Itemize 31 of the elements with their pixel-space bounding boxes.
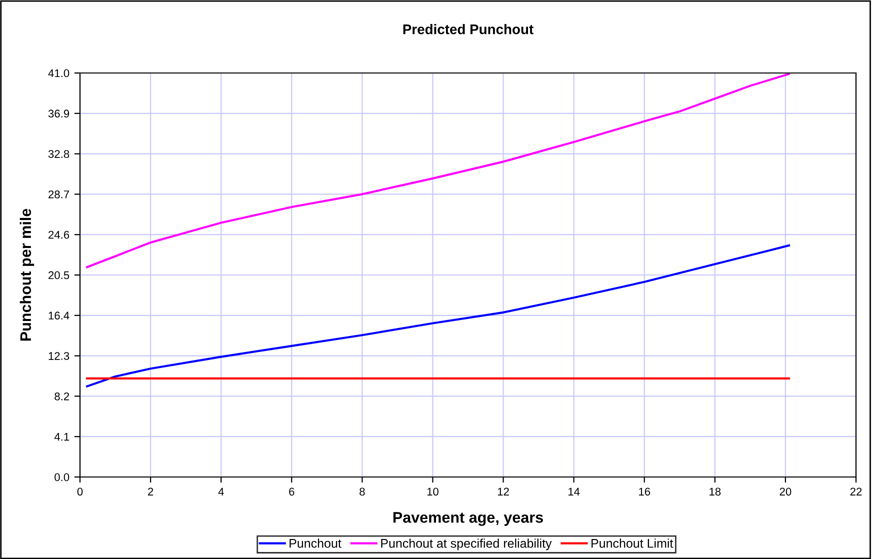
y-tick-label: 24.6 [48, 230, 70, 239]
legend-label: Punchout at specified reliability [381, 538, 552, 550]
x-tick-label: 10 [427, 488, 438, 496]
y-tick-label: 16.4 [48, 312, 70, 320]
x-tick-label: 12 [498, 488, 509, 496]
x-axis-title: Pavement age, years [393, 512, 543, 526]
line-series [86, 73, 790, 268]
x-tick-label: 14 [568, 488, 580, 496]
y-tick-label: 36.9 [48, 110, 70, 118]
x-tick-label: 0 [77, 488, 83, 496]
x-tick-label: 18 [710, 488, 721, 496]
x-tick-label: 2 [148, 488, 154, 496]
x-tick-label: 8 [360, 488, 365, 496]
legend-label: Punchout [290, 538, 342, 548]
line-series [86, 244, 790, 388]
y-tick-label: 4.1 [54, 432, 70, 441]
y-tick-label: 32.8 [48, 150, 70, 158]
y-tick-label: 41.0 [48, 69, 70, 78]
x-tick-label: 6 [289, 488, 294, 496]
y-tick-label: 8.2 [54, 392, 70, 400]
y-tick-label: 12.3 [48, 352, 70, 360]
y-tick-label: 0.0 [54, 473, 70, 482]
y-axis-title: Punchout per mile [20, 208, 34, 341]
y-tick-label: 28.7 [48, 190, 70, 198]
chart-title: Predicted Punchout [403, 24, 534, 34]
x-tick-label: 16 [639, 488, 650, 496]
legend-label: Punchout Limit [592, 538, 674, 548]
y-tick-label: 20.5 [48, 271, 70, 280]
x-tick-label: 20 [780, 488, 792, 496]
x-tick-label: 22 [850, 488, 862, 496]
x-tick-label: 4 [218, 488, 224, 496]
